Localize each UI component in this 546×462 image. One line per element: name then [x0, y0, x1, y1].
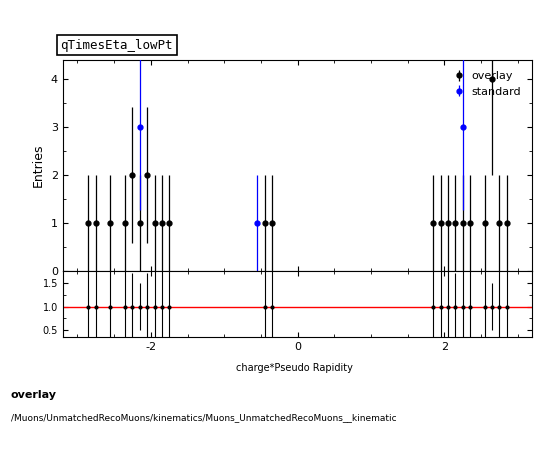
Text: charge*Pseudo Rapidity: charge*Pseudo Rapidity — [236, 363, 353, 373]
Text: overlay: overlay — [11, 390, 57, 401]
Y-axis label: Entries: Entries — [32, 144, 45, 188]
Legend: overlay, standard: overlay, standard — [445, 66, 527, 102]
Text: qTimesEta_lowPt: qTimesEta_lowPt — [61, 39, 173, 52]
Text: /Muons/UnmatchedRecoMuons/kinematics/Muons_UnmatchedRecoMuons__kinematic: /Muons/UnmatchedRecoMuons/kinematics/Muo… — [11, 413, 396, 422]
